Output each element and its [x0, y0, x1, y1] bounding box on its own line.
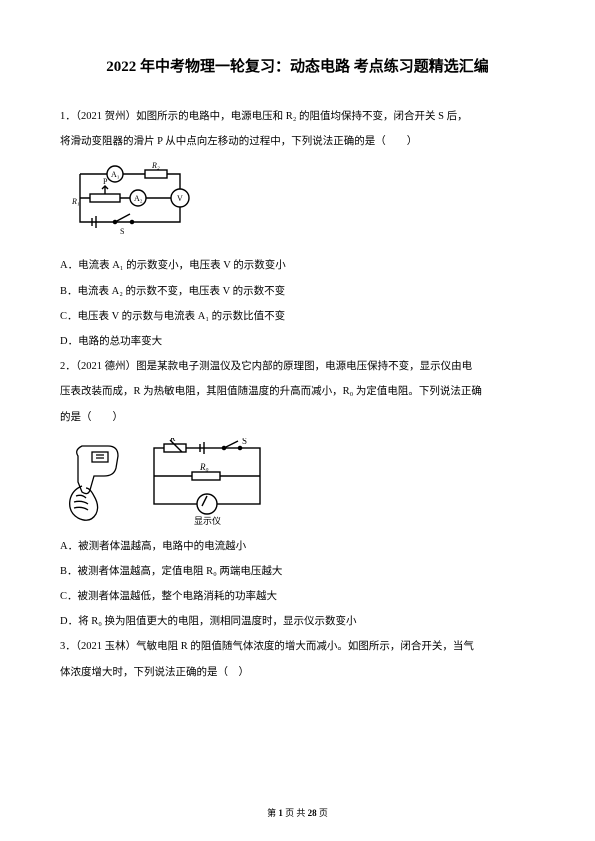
label-a1: A₁: [111, 170, 120, 179]
q1-line1: 1．（2021 贺州）如图所示的电路中，电源电压和 R₂ 的阻值均保持不变，闭合…: [60, 104, 535, 129]
label-p: P: [103, 177, 108, 186]
page-title: 2022 年中考物理一轮复习：动态电路 考点练习题精选汇编: [60, 55, 535, 76]
q2-line3: 的是（ ）: [60, 405, 535, 430]
footer-prefix: 第: [267, 808, 278, 818]
q2-line2: 压表改装而成，R 为热敏电阻，其阻值随温度的升高而减小，R₀ 为定值电阻。下列说…: [60, 379, 535, 404]
q2-line1: 2．（2021 德州）图是某款电子测温仪及它内部的原理图，电源电压保持不变，显示…: [60, 354, 535, 379]
q2-optB: B．被测者体温越高，定值电阻 R₀ 两端电压越大: [60, 559, 535, 584]
label-r: R: [169, 438, 176, 443]
q3-line2: 体浓度增大时，下列说法正确的是（ ）: [60, 660, 535, 685]
footer-suffix: 页: [317, 808, 328, 818]
q1-options: A．电流表 A₁ 的示数变小，电压表 V 的示数变小 B．电流表 A₂ 的示数不…: [60, 253, 535, 354]
q2-optA: A．被测者体温越高，电路中的电流越小: [60, 534, 535, 559]
q1-optA: A．电流表 A₁ 的示数变小，电压表 V 的示数变小: [60, 253, 535, 278]
q2-optD: D．将 R₀ 换为阻值更大的电阻，测相同温度时，显示仪示数变小: [60, 609, 535, 634]
q1-circuit-figure: A₁ R₂ P R₁ A₂ V S: [60, 162, 535, 245]
footer-total: 28: [308, 808, 317, 818]
q3-line1: 3．（2021 玉林）气敏电阻 R 的阻值随气体浓度的增大而减小。如图所示，闭合…: [60, 634, 535, 659]
footer-middle: 页 共: [283, 808, 308, 818]
thermometer-drawing: [60, 438, 132, 526]
label-s2: S: [242, 438, 247, 446]
q1-optD: D．电路的总功率变大: [60, 329, 535, 354]
q2-optC: C．被测者体温越低，整个电路消耗的功率越大: [60, 584, 535, 609]
label-display: 显示仪: [194, 516, 221, 526]
label-r0: R₀: [199, 462, 209, 472]
q1-line2: 将滑动变阻器的滑片 P 从中点向左移动的过程中，下列说法正确的是（ ）: [60, 129, 535, 154]
label-r1: R₁: [71, 197, 80, 206]
q2-options: A．被测者体温越高，电路中的电流越小 B．被测者体温越高，定值电阻 R₀ 两端电…: [60, 534, 535, 635]
label-v: V: [177, 194, 183, 203]
q2-figure: R S R₀ 显示仪: [60, 438, 535, 526]
q1-optC: C．电压表 V 的示数与电流表 A₁ 的示数比值不变: [60, 304, 535, 329]
label-s1: S: [120, 227, 124, 236]
label-a2: A₂: [134, 194, 143, 203]
label-r2: R₂: [151, 162, 160, 170]
page-footer: 第 1 页 共 28 页: [0, 806, 595, 819]
q1-optB: B．电流表 A₂ 的示数不变，电压表 V 的示数不变: [60, 279, 535, 304]
q2-circuit: R S R₀ 显示仪: [142, 438, 272, 526]
